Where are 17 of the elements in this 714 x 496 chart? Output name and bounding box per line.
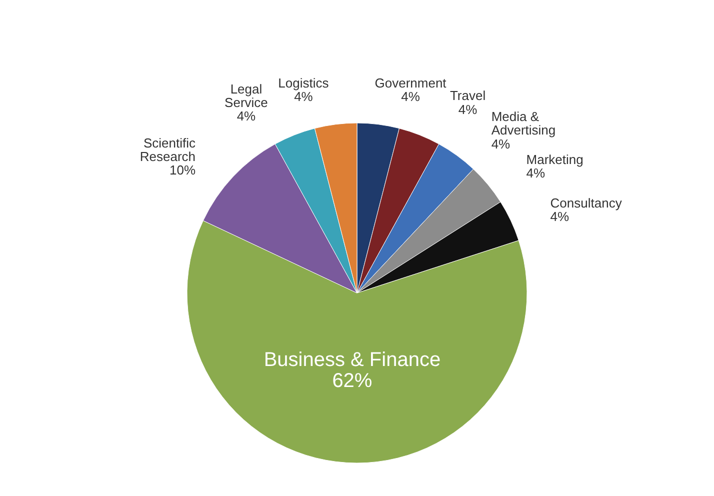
slice-label: Legal Service [224, 81, 268, 110]
data-label: 4% [491, 136, 511, 152]
data-label: 4% [236, 108, 256, 124]
slice-label: Travel [450, 88, 486, 104]
data-label: 62% [332, 370, 372, 392]
slice-label: Scientific Research [140, 135, 196, 164]
data-label: 4% [458, 102, 478, 117]
slice-label: Consultancy [550, 195, 622, 210]
slice-label: Government [374, 75, 447, 90]
data-label: 4% [401, 88, 420, 104]
data-label: 4% [526, 166, 546, 181]
slice-label: Business & Finance [264, 348, 441, 371]
slice-label: Media & Advertising [491, 109, 556, 138]
data-label: 10% [169, 162, 196, 178]
slice-label: Marketing [526, 152, 584, 167]
slice-label: Logistics [278, 75, 330, 90]
data-label: 4% [550, 208, 570, 224]
